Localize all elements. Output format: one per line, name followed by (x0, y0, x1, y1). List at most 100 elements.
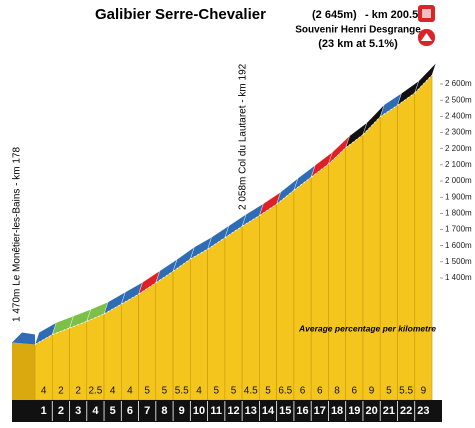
title-altitude: (2 645m) (312, 9, 357, 21)
percent-label: 4 (196, 386, 202, 397)
percent-label: 5 (144, 386, 150, 397)
band-edge (224, 225, 243, 239)
y-tick-label: 2 400m (445, 111, 472, 120)
note: Average percentage per kilometre (298, 323, 436, 333)
y-tick-label: 1 400m (445, 273, 472, 282)
band-edge (362, 116, 381, 135)
band-edge (34, 334, 53, 345)
band-edge (121, 293, 139, 305)
band-edge (138, 282, 157, 295)
subtitle: Souvenir Henri Desgrange (295, 25, 421, 36)
km-column (259, 203, 277, 401)
km-label: 7 (144, 405, 150, 417)
y-tick-label: 1 600m (445, 241, 472, 250)
percent-label: 5 (213, 386, 219, 397)
km-label: 4 (92, 405, 99, 417)
band-edge (86, 313, 105, 322)
y-tick-label: 1 500m (445, 257, 472, 266)
km-column (362, 116, 381, 401)
km-label: 12 (227, 405, 239, 417)
percent-label: 4 (127, 386, 133, 397)
band-edge (190, 248, 208, 260)
km-label: 9 (179, 405, 185, 417)
y-tick-label: 2 600m (445, 79, 472, 88)
km-column (190, 248, 208, 401)
start-label: 1 470m Le Monêtier-les-Bains - km 178 (12, 146, 23, 322)
band-edge (69, 321, 87, 329)
percent-label: 5 (265, 386, 271, 397)
km-column (241, 215, 260, 401)
km-column (155, 270, 174, 401)
band-edge (103, 303, 122, 315)
y-tick-label: 1 800m (445, 208, 472, 217)
percent-label: 4 (41, 386, 47, 397)
km-column (345, 134, 364, 401)
percent-label: 5.5 (399, 386, 413, 397)
band-edge (172, 258, 191, 272)
km-strip (12, 400, 442, 422)
percent-label: 2 (58, 386, 64, 397)
pass-label: 2 058m Col du Lautaret - km 192 (238, 63, 249, 210)
km-label: 19 (348, 405, 360, 417)
y-tick-label: 2 500m (445, 95, 472, 104)
percent-label: 6 (317, 386, 323, 397)
icon-detail (422, 9, 431, 18)
percent-label: 6 (300, 386, 306, 397)
percent-label: 9 (369, 386, 375, 397)
km-column (328, 147, 346, 401)
km-label: 6 (127, 405, 133, 417)
km-column (293, 176, 312, 401)
km-label: 15 (279, 405, 291, 417)
km-label: 2 (58, 405, 64, 417)
y-tick-label: 2 100m (445, 160, 472, 169)
percent-label: 4.5 (244, 386, 258, 397)
km-column (172, 258, 191, 401)
km-column (414, 74, 433, 401)
band-edge (259, 203, 277, 216)
band-edge (397, 92, 415, 106)
icon-detail (421, 33, 432, 41)
percent-label: 5 (162, 386, 168, 397)
band-edge (379, 104, 398, 118)
title-km: - km 200.5 (365, 9, 418, 21)
km-label: 16 (296, 405, 308, 417)
km-column (310, 163, 329, 401)
km-label: 5 (110, 405, 116, 417)
chart-title: Galibier Serre-Chevalier (95, 6, 266, 23)
km-column (276, 189, 295, 401)
y-tick-label: 2 200m (445, 144, 472, 153)
percent-label: 6.5 (278, 386, 292, 397)
km-column (207, 237, 226, 401)
percent-label: 5 (386, 386, 392, 397)
y-tick-label: 1 700m (445, 225, 472, 234)
subtitle-2: (23 km at 5.1%) (318, 38, 398, 50)
km-label: 3 (75, 405, 81, 417)
band-edge (207, 237, 226, 250)
percent-label: 5.5 (175, 386, 189, 397)
profile-side-top (12, 332, 35, 345)
km-label: 10 (193, 405, 205, 417)
percent-label: 2 (75, 386, 81, 397)
km-label: 8 (161, 405, 167, 417)
band-edge (241, 215, 260, 227)
km-column (138, 282, 157, 401)
km-label: 21 (383, 405, 395, 417)
band-edge (414, 74, 433, 94)
band-edge (52, 327, 70, 336)
percent-label: 5 (231, 386, 237, 397)
km-label: 20 (365, 405, 377, 417)
km-column (224, 225, 243, 401)
km-label: 17 (314, 405, 326, 417)
band-edge (155, 271, 174, 284)
km-label: 14 (262, 405, 275, 417)
km-label: 13 (245, 405, 257, 417)
percent-label: 8 (334, 386, 340, 397)
y-tick-label: 2 300m (445, 128, 472, 137)
y-tick-label: 2 000m (445, 176, 472, 185)
percent-label: 6 (352, 386, 358, 397)
km-label: 22 (400, 405, 412, 417)
percent-label: 9 (421, 386, 427, 397)
km-column (397, 92, 416, 401)
profile-side (12, 342, 35, 400)
